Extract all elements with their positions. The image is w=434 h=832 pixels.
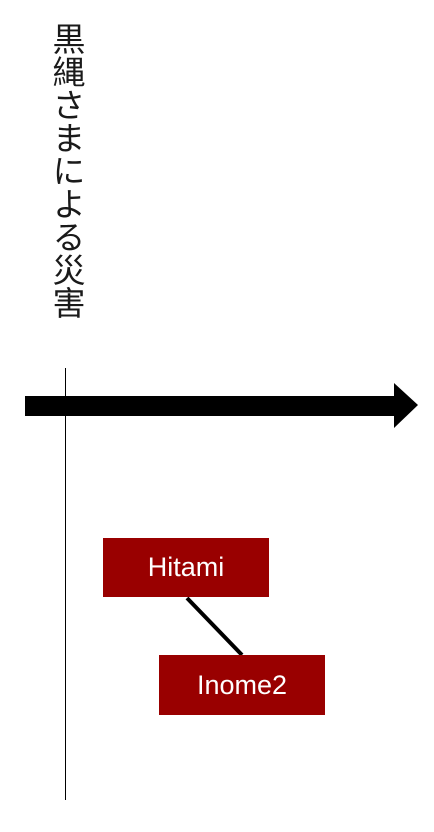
- node-hitami-label: Hitami: [147, 552, 225, 582]
- timeline-arrow-shape: [25, 383, 418, 428]
- node-hitami[interactable]: Hitami: [103, 538, 269, 597]
- node-inome2[interactable]: Inome2: [159, 655, 325, 715]
- node-inome2-label: Inome2: [196, 669, 288, 700]
- hitami-to-inome2-line: [185, 596, 244, 657]
- timeline-vertical-line: [65, 368, 66, 800]
- timeline-title: 黒縄さまによる災害: [47, 22, 86, 319]
